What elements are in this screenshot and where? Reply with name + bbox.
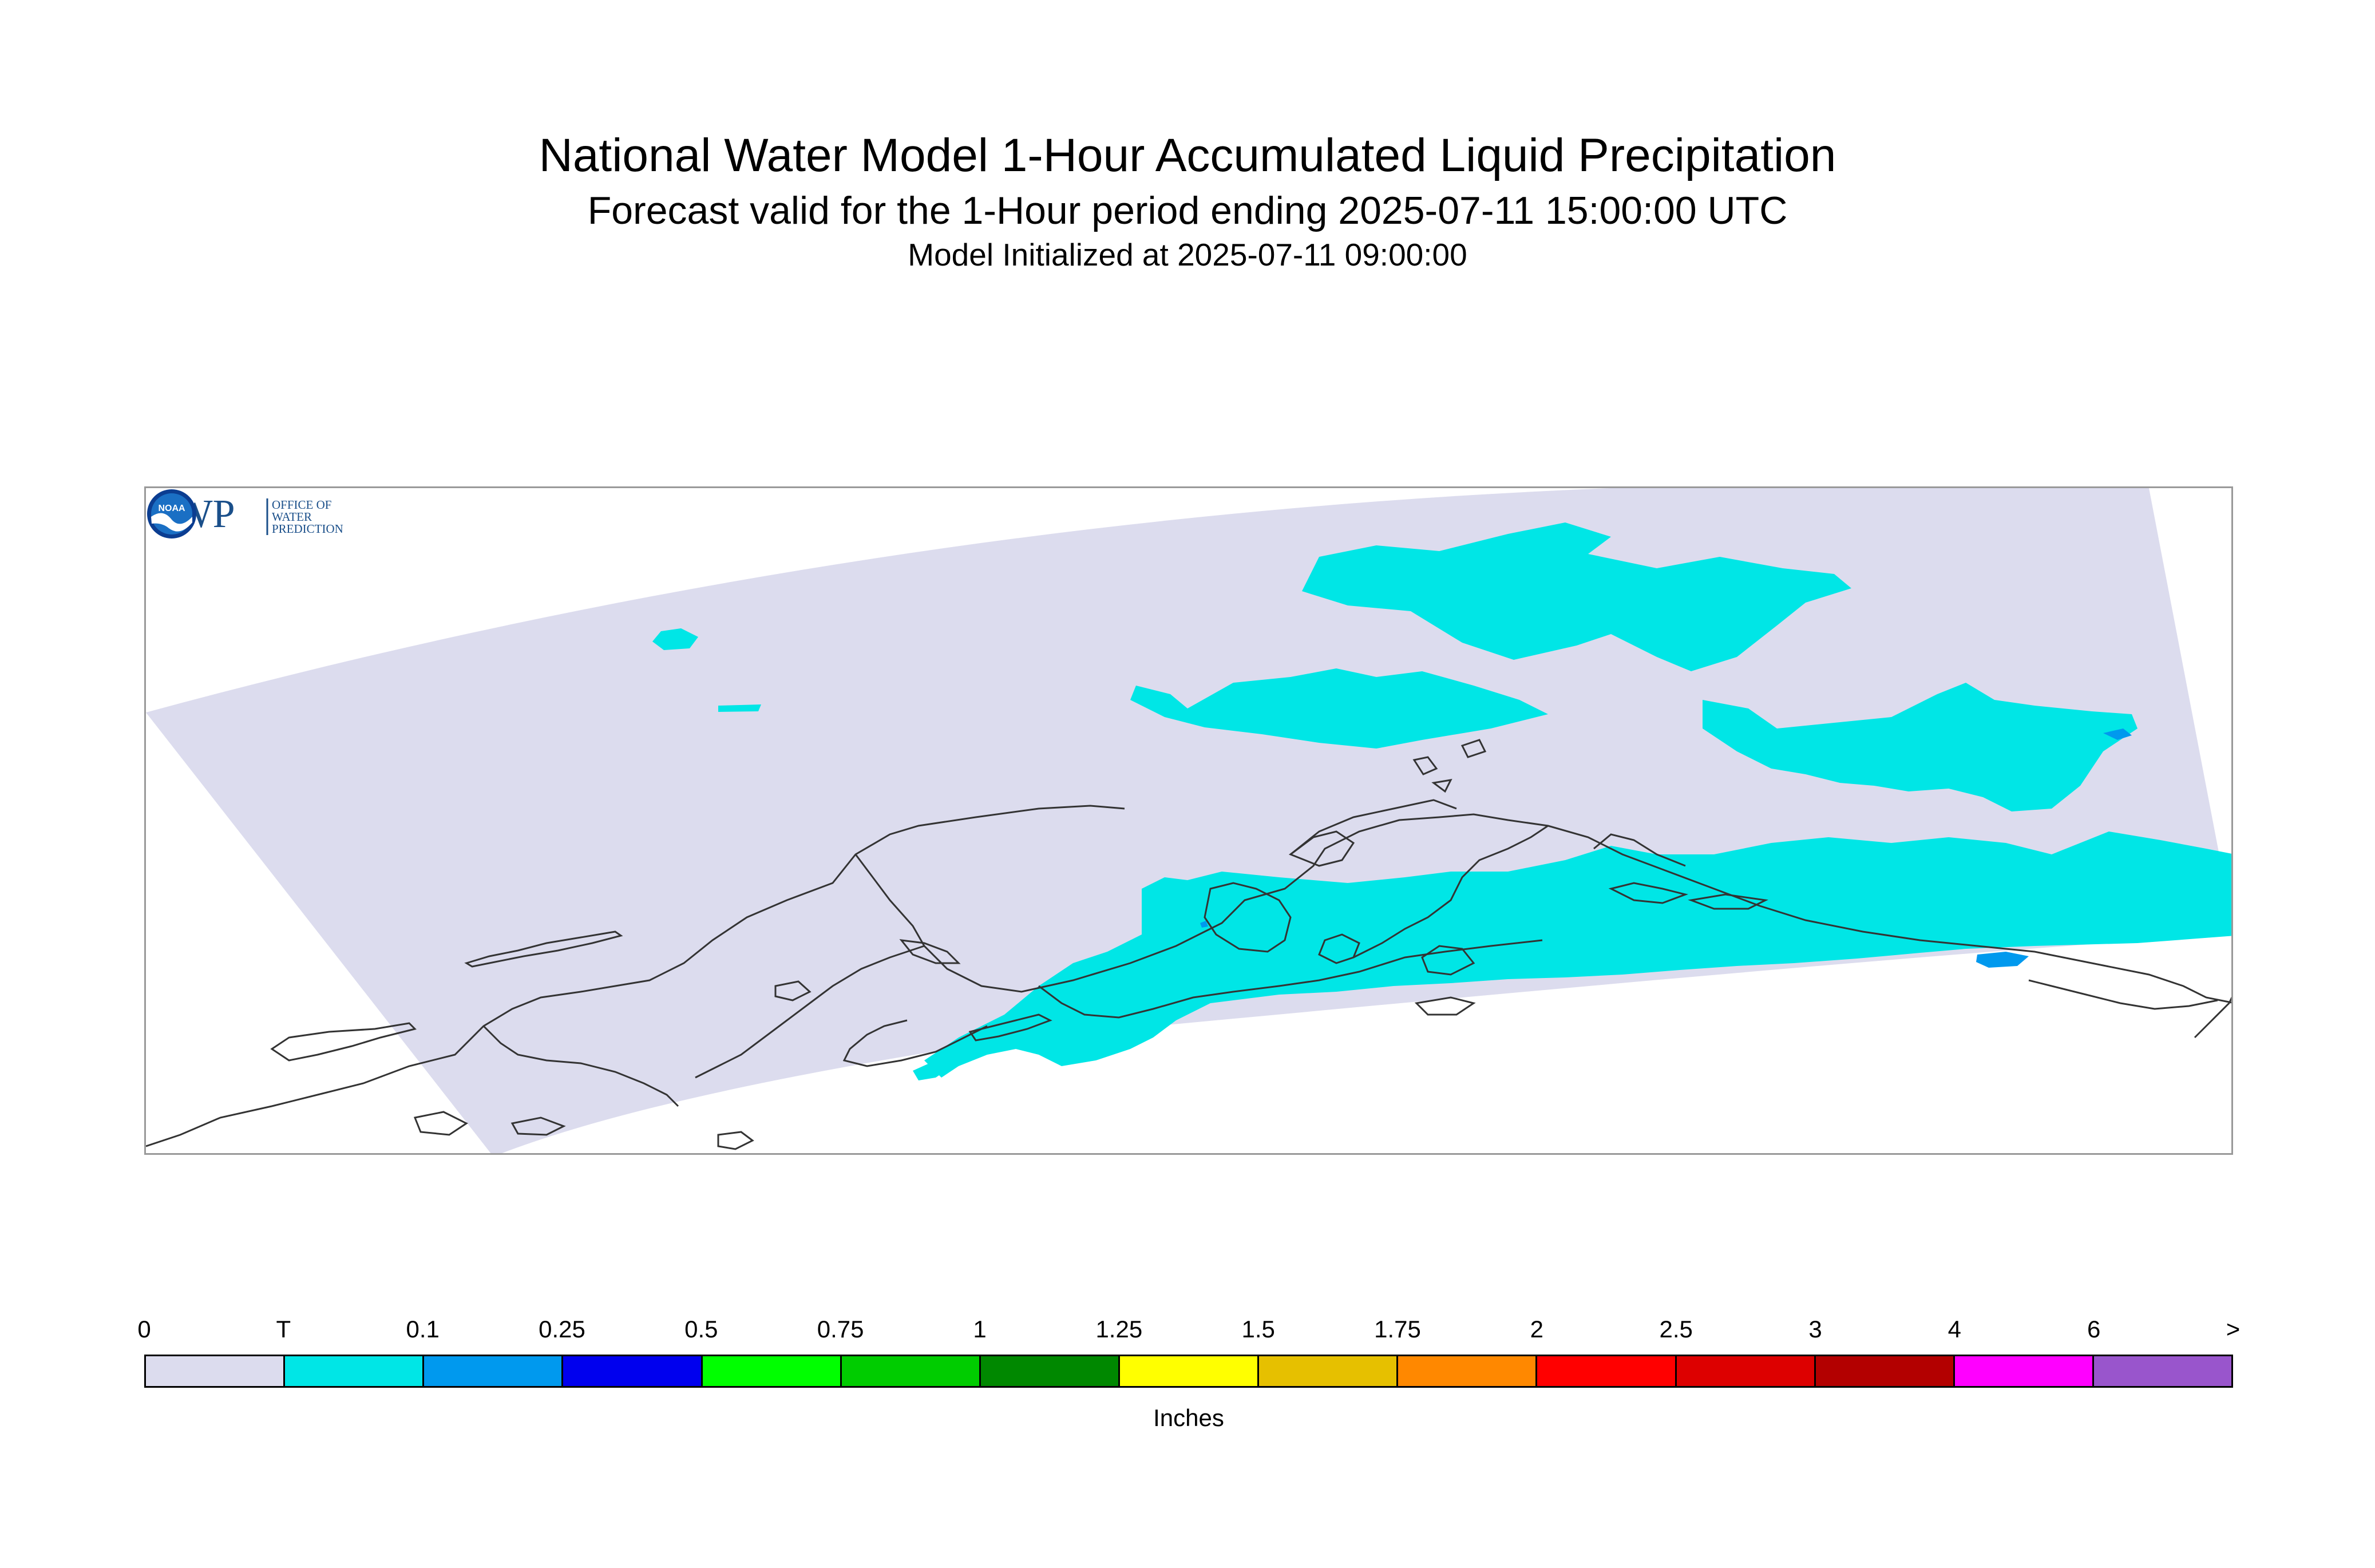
legend-swatch [1259,1356,1399,1386]
legend-swatch [1954,1356,2094,1386]
coastline [1204,882,1292,953]
legend-colorbar [144,1355,2233,1388]
coastline [1608,882,1689,904]
legend-swatch [841,1356,981,1386]
legend-swatch [1119,1356,1260,1386]
precip-area [1130,668,1548,749]
coastline [2194,996,2231,1039]
coastline [1593,833,1686,867]
coastline [1421,945,1475,976]
coastline [1688,893,1768,910]
legend-tick-label: 0.75 [817,1316,864,1343]
precip-area [1200,921,1208,928]
color-legend: 0 T 0.1 0.25 0.5 0.75 1 1.25 1.5 1.75 2 2.5 3 4 6 > Inc… [137,1313,2240,1431]
coastline [413,1111,468,1136]
legend-swatch [1398,1356,1538,1386]
legend-swatch [1676,1356,1816,1386]
coastline [968,1013,1052,1042]
legend-units: Inches [1153,1404,1224,1431]
legend-tick-label: 4 [1948,1316,1962,1343]
coastline [1353,825,1549,959]
coastline [1288,830,1355,867]
coastline [1460,739,1487,758]
legend-swatch [1815,1356,1955,1386]
precip-area [718,704,761,712]
coastline [146,805,1125,1147]
precip-area [1302,522,1851,671]
legend-tick-label: 1.75 [1374,1316,1421,1343]
coastline [2028,979,2218,1010]
precip-area [913,1060,953,1080]
coastline [270,1022,417,1062]
legend-labels: 0 T 0.1 0.25 0.5 0.75 1 1.25 1.5 1.75 2 2.5 3 4 6 > [137,1313,2240,1348]
legend-tick-label: 1 [973,1316,987,1343]
legend-swatch [702,1356,842,1386]
coastline [1038,939,1543,1019]
legend-swatch [424,1356,564,1386]
coastline [717,1131,754,1150]
coastline [1412,756,1438,775]
coastline [695,945,925,1079]
legend-tick-label: T [276,1316,291,1343]
map-panel: OWP OFFICE OF WATER PREDICTION NOAA [144,486,2233,1155]
model-domain [146,488,2231,1153]
noaa-logo: NOAA [147,489,196,538]
legend-tick-label: 2 [1530,1316,1544,1343]
svg-text:PREDICTION: PREDICTION [272,522,343,536]
precip-area [652,628,698,650]
light-precip-areas [1200,728,2132,968]
legend-tick-label: > [2226,1316,2241,1343]
legend-swatch [980,1356,1120,1386]
precip-area [1703,683,2138,811]
svg-text:OFFICE OF: OFFICE OF [272,498,331,512]
precip-map [146,488,2231,1153]
trace-precip-areas [652,522,2231,1080]
svg-text:NOAA: NOAA [158,504,185,513]
coastline [1414,996,1476,1016]
coastline [842,1019,988,1067]
legend-tick-label: 1.5 [1241,1316,1275,1343]
page-title: National Water Model 1-Hour Accumulated … [539,129,1836,181]
legend-swatch [285,1356,425,1386]
forecast-valid-subtitle: Forecast valid for the 1-Hour period end… [587,189,1788,232]
legend-tick-label: 0.25 [539,1316,585,1343]
coastline [464,930,623,968]
legend-tick-label: 0.1 [406,1316,440,1343]
coastline [1318,933,1360,964]
legend-swatch [146,1356,286,1386]
legend-tick-label: 0 [137,1316,151,1343]
coastline [1431,779,1452,793]
coastlines [146,739,2231,1150]
legend-tick-label: 1.25 [1095,1316,1143,1343]
coastline [1290,799,1457,856]
precip-area [2103,728,2132,740]
coastline [899,939,961,964]
model-init-subtitle: Model Initialized at 2025-07-11 09:00:00 [908,237,1467,272]
coastline [854,813,2231,1004]
legend-swatch [2093,1356,2232,1386]
precip-area [1976,952,2029,968]
precip-area [924,831,2231,1078]
coastline [482,1025,679,1107]
coastline [774,980,812,1001]
legend-tick-label: 2.5 [1659,1316,1693,1343]
svg-text:WATER: WATER [272,510,312,524]
coastline [510,1116,566,1136]
legend-swatch [1537,1356,1677,1386]
legend-swatch [563,1356,703,1386]
legend-tick-label: 3 [1808,1316,1822,1343]
legend-tick-label: 0.5 [684,1316,718,1343]
legend-tick-label: 6 [2087,1316,2101,1343]
